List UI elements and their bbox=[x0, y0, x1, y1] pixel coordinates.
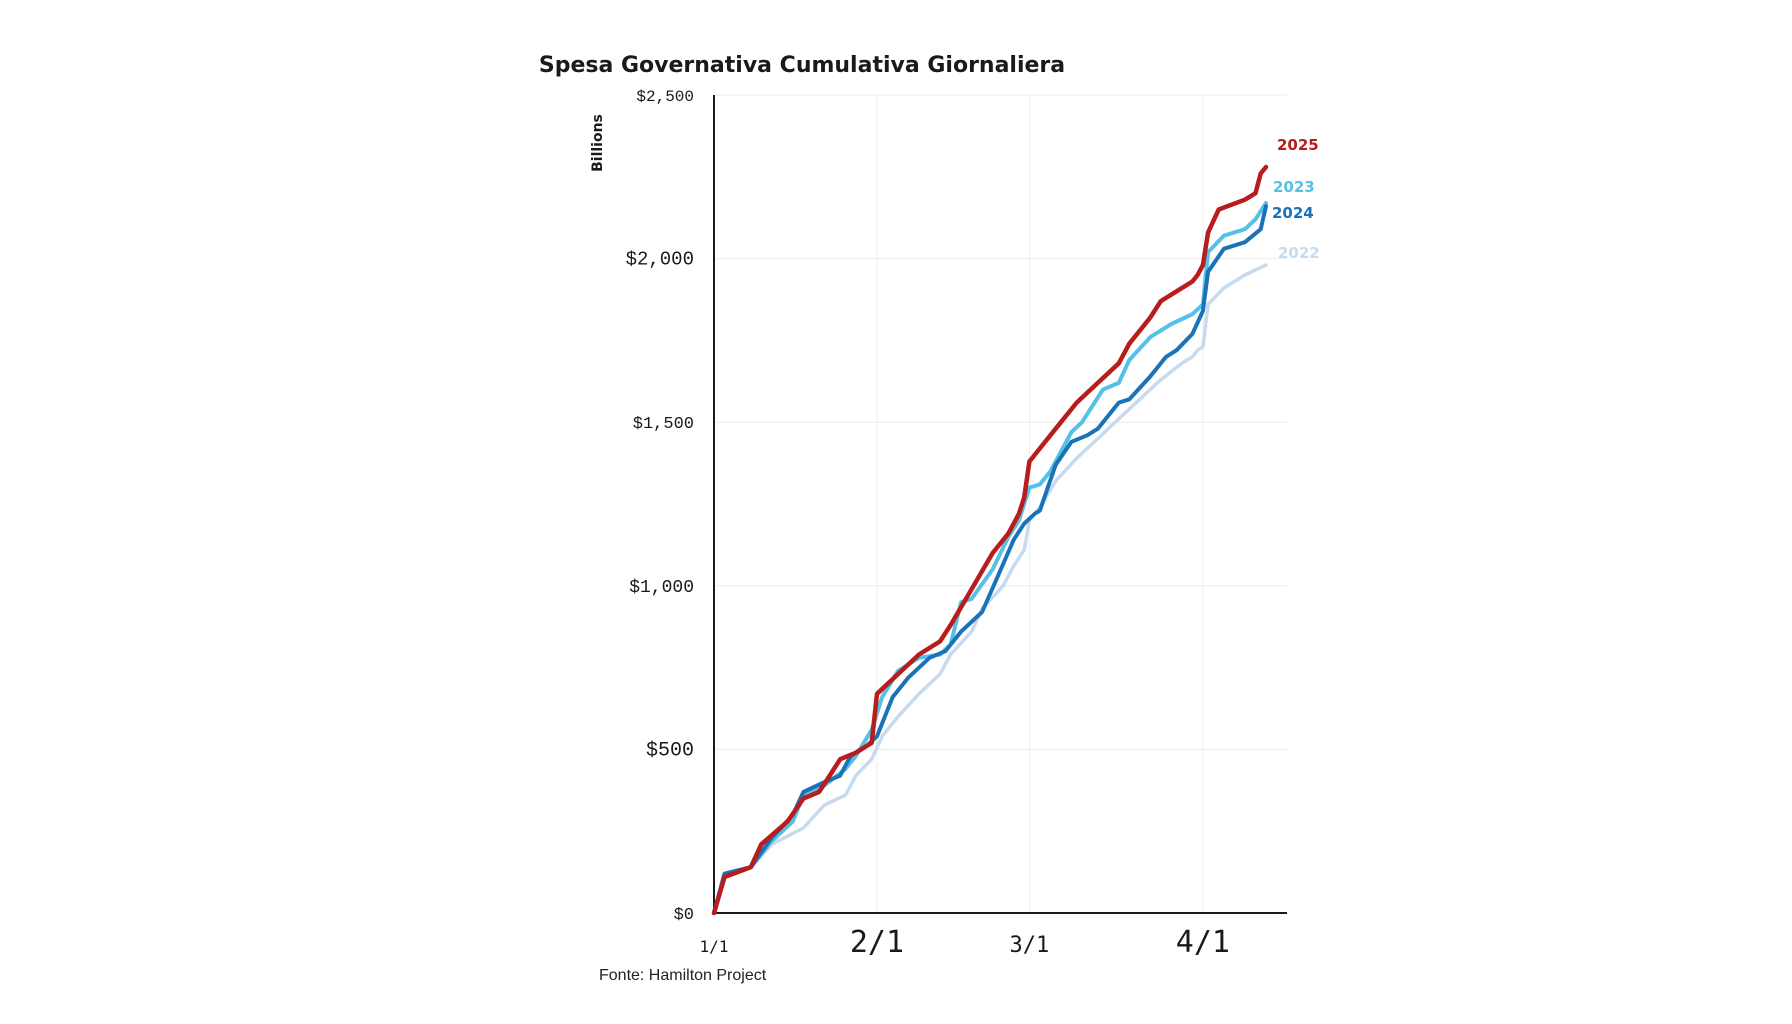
y-tick-label: $2,000 bbox=[626, 249, 694, 271]
x-tick-label: 3/1 bbox=[1010, 933, 1050, 958]
chart-title: Spesa Governativa Cumulativa Giornaliera bbox=[539, 53, 1065, 78]
source-note: Fonte: Hamilton Project bbox=[599, 967, 767, 984]
x-tick-label: 4/1 bbox=[1176, 925, 1230, 960]
x-tick-label: 2/1 bbox=[850, 925, 904, 960]
series-line-2025 bbox=[711, 164, 1269, 916]
y-tick-label: $2,500 bbox=[636, 88, 694, 106]
series-label-2022: 2022 bbox=[1278, 244, 1320, 262]
y-tick-label: $0 bbox=[674, 906, 694, 925]
grid-lines bbox=[714, 94, 1287, 913]
series-line-2022 bbox=[712, 263, 1268, 915]
series-label-2024: 2024 bbox=[1272, 204, 1314, 222]
x-tick-label: 1/1 bbox=[700, 937, 729, 956]
tick-labels: $0 $500 $1,000 $1,500 $2,000 $2,500 1/1 2/1 3/1 4… bbox=[626, 88, 1230, 960]
series-lines bbox=[711, 164, 1269, 916]
y-tick-label: $1,000 bbox=[629, 578, 694, 598]
series-label-2025: 2025 bbox=[1277, 136, 1319, 154]
y-tick-label: $1,500 bbox=[633, 415, 694, 434]
series-label-2023: 2023 bbox=[1273, 178, 1315, 196]
series-labels: 2022 2023 2024 2025 bbox=[1272, 136, 1320, 262]
y-axis-label: Billions bbox=[590, 114, 606, 172]
y-tick-label: $500 bbox=[646, 739, 694, 762]
